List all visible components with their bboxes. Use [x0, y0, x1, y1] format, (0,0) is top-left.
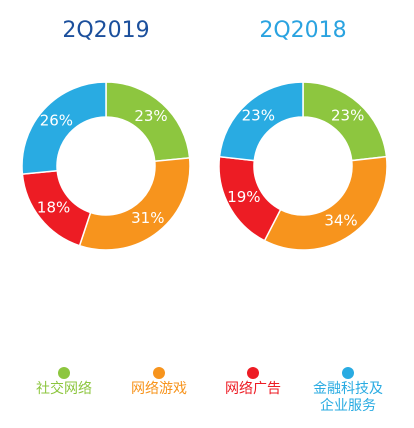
legend-label: 金融科技及: [313, 381, 383, 397]
circle-marker-icon: [58, 367, 70, 379]
legend-label: 网络广告: [225, 381, 281, 397]
donut-chart-2: 2Q2018 23% 34% 19% 23%: [218, 18, 388, 251]
slice-value-label: 23%: [242, 107, 275, 125]
slice-value-label: 31%: [131, 209, 164, 227]
legend-item-1: 社交网络: [36, 367, 92, 397]
slice-value-label: 23%: [134, 107, 167, 125]
slice-value-label: 18%: [37, 198, 70, 216]
slice-value-label: 23%: [331, 107, 364, 125]
circle-marker-icon: [342, 367, 354, 379]
legend-label: 社交网络: [36, 380, 92, 397]
donut-chart-1: 2Q2019 23% 31% 18% 26%: [21, 18, 191, 251]
slice-value-label: 26%: [40, 112, 73, 130]
donut-slice-item-1: [78, 157, 191, 251]
slice-value-label: 19%: [227, 188, 260, 206]
donut-slice-item-3: [21, 81, 107, 175]
circle-marker-icon: [153, 367, 165, 379]
donut-slice-item-1: [263, 155, 388, 251]
legend-label: 网络游戏: [131, 381, 187, 397]
slice-value-label: 34%: [324, 212, 357, 230]
legend-item-2: 网络游戏: [131, 367, 187, 397]
chart-title: 2Q2019: [62, 18, 149, 43]
chart-title: 2Q2018: [259, 18, 346, 43]
donut-slice-item-3: [218, 81, 304, 162]
legend-label: 企业服务: [320, 397, 376, 414]
legend-item-3: 网络广告: [225, 367, 281, 397]
circle-marker-icon: [247, 367, 259, 379]
donut-charts: 2Q2019 23% 31% 18% 26% 2Q2018 23% 34% 19% 23%: [21, 18, 388, 251]
